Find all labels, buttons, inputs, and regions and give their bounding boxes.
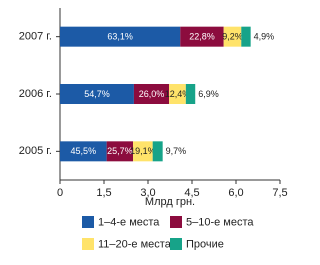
data-label: 22,8% — [189, 32, 215, 42]
legend-label: Прочие — [186, 238, 224, 250]
data-label: 9,7% — [166, 146, 187, 156]
x-tick-label: 3,0 — [140, 187, 155, 199]
legend-label: 1–4-е места — [98, 216, 160, 228]
bar-segment — [169, 84, 186, 104]
x-axis-label: Млрд грн. — [145, 196, 195, 208]
chart: Млрд грн. 0 1,5 3,0 4,5 6,0 7,5 2007 г. 63,1% 22… — [19, 8, 288, 250]
data-label: 25,7% — [107, 146, 133, 156]
bar-segment — [241, 26, 251, 47]
x-tick-label: 7,5 — [272, 187, 287, 199]
y-tick-label: 2005 г. — [19, 145, 52, 157]
data-label: 4,9% — [254, 32, 275, 42]
bar-segment — [60, 141, 107, 162]
bar-segment — [133, 141, 153, 162]
bar-segment — [133, 84, 170, 104]
bar-segment — [185, 84, 196, 104]
bar-segment — [106, 141, 134, 162]
data-label: 54,7% — [84, 89, 110, 99]
data-label: 45,5% — [71, 146, 97, 156]
bar-segment — [223, 26, 242, 47]
data-label: 6,9% — [198, 89, 219, 99]
x-tick-label: 6,0 — [228, 187, 243, 199]
data-label: 12,4% — [165, 89, 191, 99]
legend-swatch — [82, 216, 94, 228]
legend-swatch — [170, 216, 182, 228]
x-tick-label: 0 — [57, 187, 63, 199]
legend-swatch — [170, 238, 182, 250]
legend-label: 5–10-е места — [186, 216, 254, 228]
data-label: 9,2% — [222, 32, 243, 42]
y-tick-label: 2007 г. — [19, 31, 52, 43]
x-tick-label: 1,5 — [96, 187, 111, 199]
data-label: 26,0% — [139, 89, 165, 99]
data-label: 19,1% — [130, 146, 156, 156]
bar-segment — [152, 141, 163, 162]
bar-segment — [60, 26, 181, 47]
y-tick-label: 2006 г. — [19, 88, 52, 100]
legend-label: 11–20-е места — [98, 238, 172, 250]
legend-swatch — [82, 238, 94, 250]
bar-segment — [60, 84, 134, 104]
bar-segment — [180, 26, 224, 47]
data-label: 63,1% — [107, 32, 133, 42]
x-tick-label: 4,5 — [184, 187, 199, 199]
